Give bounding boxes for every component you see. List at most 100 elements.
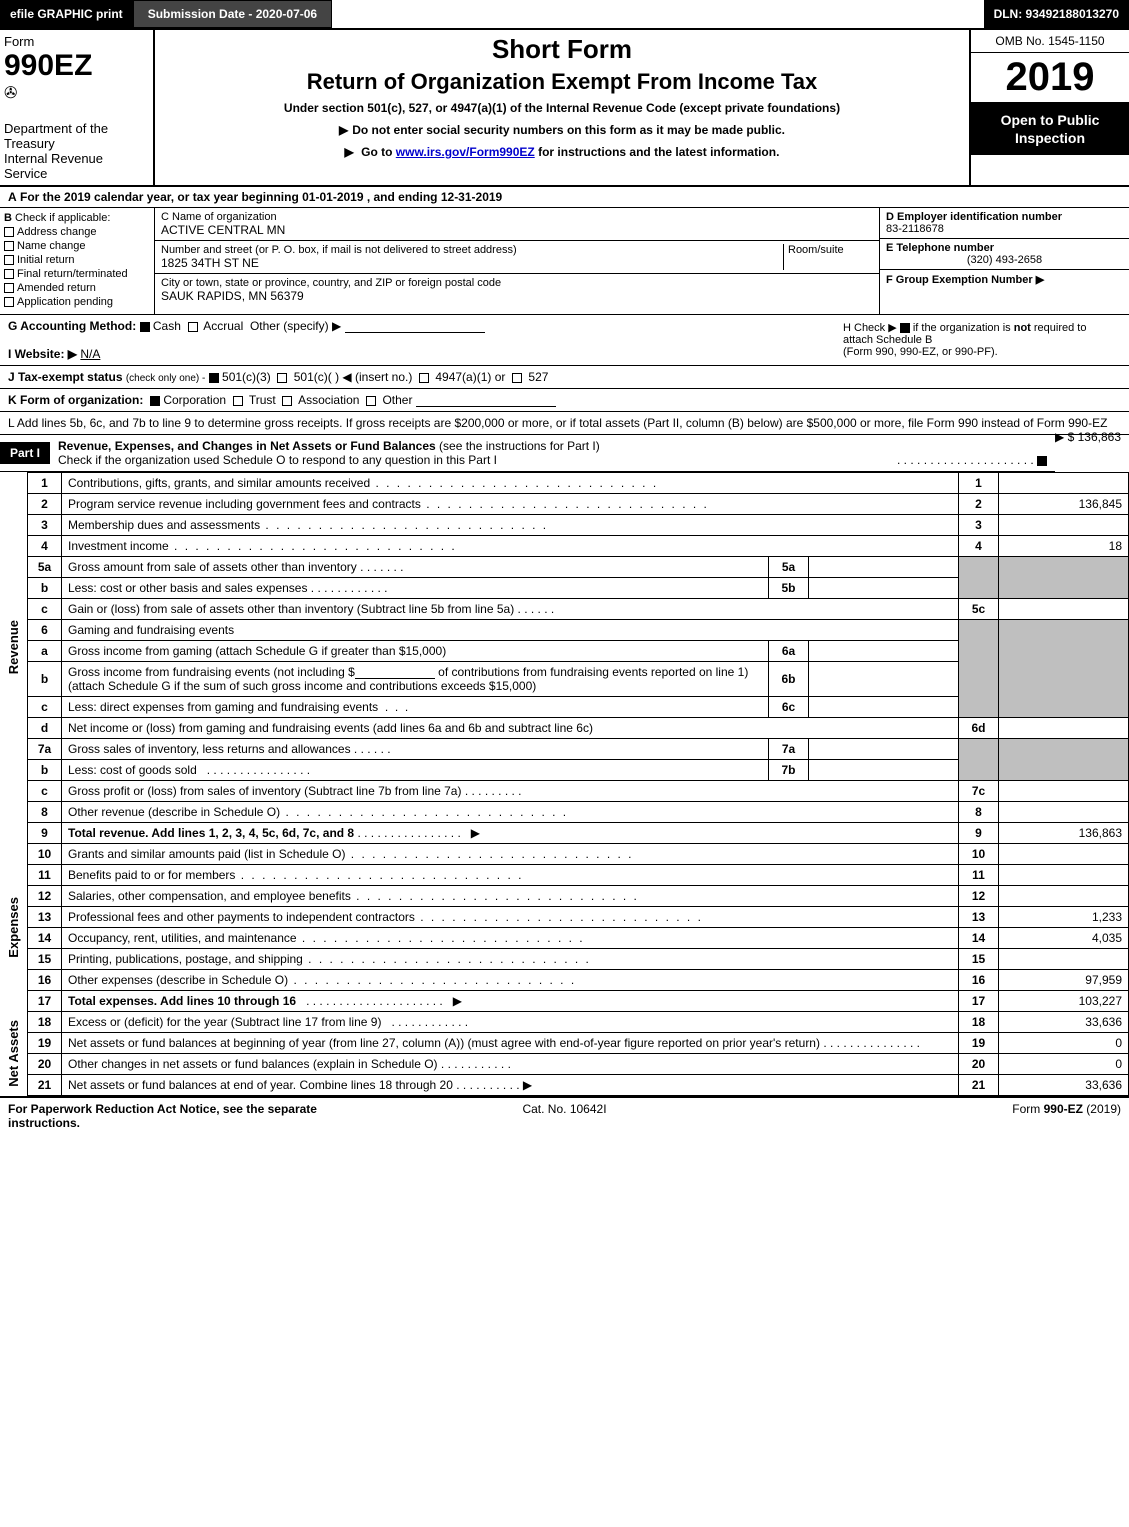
l12-desc: Salaries, other compensation, and employ… — [68, 889, 639, 903]
line-4: 4 Investment income 4 18 — [0, 536, 1129, 557]
l17-rn: 17 — [959, 991, 999, 1012]
l6b-amount-input[interactable] — [355, 665, 435, 679]
org-address: 1825 34TH ST NE — [161, 256, 783, 270]
l9-rn: 9 — [959, 823, 999, 844]
footer-center: Cat. No. 10642I — [379, 1102, 750, 1130]
goto-post: for instructions and the latest informat… — [538, 145, 779, 159]
h-text2: if the organization is — [913, 322, 1014, 334]
l15-rv — [999, 949, 1129, 970]
shaded-7ab-v — [999, 739, 1129, 781]
l1-rn: 1 — [959, 473, 999, 494]
l7a-in: 7a — [769, 739, 809, 760]
org-name: ACTIVE CENTRAL MN — [161, 223, 873, 237]
j-o2: 501(c)( ) — [294, 370, 339, 384]
l18-rv: 33,636 — [999, 1012, 1129, 1033]
l11-rn: 11 — [959, 865, 999, 886]
l16-desc: Other expenses (describe in Schedule O) — [68, 973, 576, 987]
revenue-side-label: Revenue — [6, 620, 21, 674]
l11-no: 11 — [28, 865, 62, 886]
checkbox-initial-return[interactable] — [4, 255, 14, 265]
footer-right-pre: Form — [1012, 1102, 1043, 1116]
line-5a: 5a Gross amount from sale of assets othe… — [0, 557, 1129, 578]
l5a-no: 5a — [28, 557, 62, 578]
part-1-sub: (see the instructions for Part I) — [439, 439, 600, 453]
checkbox-527[interactable] — [512, 373, 522, 383]
l6a-no: a — [28, 641, 62, 662]
l4-rv: 18 — [999, 536, 1129, 557]
shaded-6abc-v — [999, 620, 1129, 718]
shaded-5ab — [959, 557, 999, 599]
l6a-in: 6a — [769, 641, 809, 662]
checkbox-501c3-checked[interactable] — [209, 373, 219, 383]
header-center: Short Form Return of Organization Exempt… — [155, 30, 969, 185]
l14-desc: Occupancy, rent, utilities, and maintena… — [68, 931, 585, 945]
line-6d: d Net income or (loss) from gaming and f… — [0, 718, 1129, 739]
l7a-desc: Gross sales of inventory, less returns a… — [68, 742, 351, 756]
checkbox-name-change[interactable] — [4, 241, 14, 251]
checkbox-association[interactable] — [282, 396, 292, 406]
l17-rv: 103,227 — [999, 991, 1129, 1012]
irs-link[interactable]: www.irs.gov/Form990EZ — [396, 145, 535, 159]
l9-desc: Total revenue. Add lines 1, 2, 3, 4, 5c,… — [68, 826, 354, 840]
l3-rn: 3 — [959, 515, 999, 536]
line-1: Revenue 1 Contributions, gifts, grants, … — [0, 473, 1129, 494]
l7b-desc: Less: cost of goods sold — [68, 763, 197, 777]
checkbox-cash-checked[interactable] — [140, 322, 150, 332]
checkbox-other[interactable] — [366, 396, 376, 406]
j-sub: (check only one) - — [126, 373, 205, 384]
line-15: 15 Printing, publications, postage, and … — [0, 949, 1129, 970]
l7b-no: b — [28, 760, 62, 781]
ein: 83-2118678 — [886, 223, 944, 235]
l3-no: 3 — [28, 515, 62, 536]
checkbox-schedule-o-checked[interactable] — [1037, 456, 1047, 466]
checkbox-h-checked[interactable] — [900, 323, 910, 333]
submission-date: Submission Date - 2020-07-06 — [133, 0, 332, 28]
l3-rv — [999, 515, 1129, 536]
b-item-2: Initial return — [17, 254, 74, 266]
other-specify-input[interactable] — [345, 319, 485, 333]
checkbox-accrual[interactable] — [188, 322, 198, 332]
i-label: I Website: ▶ — [8, 347, 77, 361]
expenses-side-label: Expenses — [6, 897, 21, 958]
omb-number: OMB No. 1545-1150 — [971, 30, 1129, 53]
checkbox-amended-return[interactable] — [4, 283, 14, 293]
l5c-desc: Gain or (loss) from sale of assets other… — [68, 602, 514, 616]
l21-rv: 33,636 — [999, 1075, 1129, 1096]
section-J: J Tax-exempt status (check only one) - 5… — [0, 366, 1129, 389]
line-3: 3 Membership dues and assessments 3 — [0, 515, 1129, 536]
checkbox-address-change[interactable] — [4, 227, 14, 237]
efile-print-button[interactable]: efile GRAPHIC print — [0, 0, 133, 28]
l8-rv — [999, 802, 1129, 823]
j-o1: 501(c)(3) — [222, 370, 271, 384]
l7b-iv — [809, 760, 959, 781]
k-o4: Other — [382, 393, 412, 407]
h-text1: H Check ▶ — [843, 322, 897, 334]
goto-pre: Go to — [361, 145, 396, 159]
tax-year: 2019 — [971, 53, 1129, 103]
l18-rn: 18 — [959, 1012, 999, 1033]
l21-no: 21 — [28, 1075, 62, 1096]
l16-rv: 97,959 — [999, 970, 1129, 991]
j-o4: 527 — [528, 370, 548, 384]
line-13: 13 Professional fees and other payments … — [0, 907, 1129, 928]
section-A: A For the 2019 calendar year, or tax yea… — [0, 187, 1129, 208]
l-text: L Add lines 5b, 6c, and 7b to line 9 to … — [8, 416, 1107, 430]
other-org-input[interactable] — [416, 393, 556, 407]
checkbox-501c[interactable] — [277, 373, 287, 383]
checkbox-4947[interactable] — [419, 373, 429, 383]
top-bar: efile GRAPHIC print Submission Date - 20… — [0, 0, 1129, 28]
l2-rn: 2 — [959, 494, 999, 515]
checkbox-corporation-checked[interactable] — [150, 396, 160, 406]
checkbox-trust[interactable] — [233, 396, 243, 406]
k-o2: Trust — [249, 393, 276, 407]
l1-no: 1 — [28, 473, 62, 494]
g-cash: Cash — [153, 319, 181, 333]
checkbox-final-return[interactable] — [4, 269, 14, 279]
checkbox-application-pending[interactable] — [4, 297, 14, 307]
line-2: 2 Program service revenue including gove… — [0, 494, 1129, 515]
l19-rv: 0 — [999, 1033, 1129, 1054]
l8-desc: Other revenue (describe in Schedule O) — [68, 805, 568, 819]
section-K: K Form of organization: Corporation Trus… — [0, 389, 1129, 412]
line-20: 20 Other changes in net assets or fund b… — [0, 1054, 1129, 1075]
tel-block: E Telephone number (320) 493-2658 — [880, 239, 1129, 270]
